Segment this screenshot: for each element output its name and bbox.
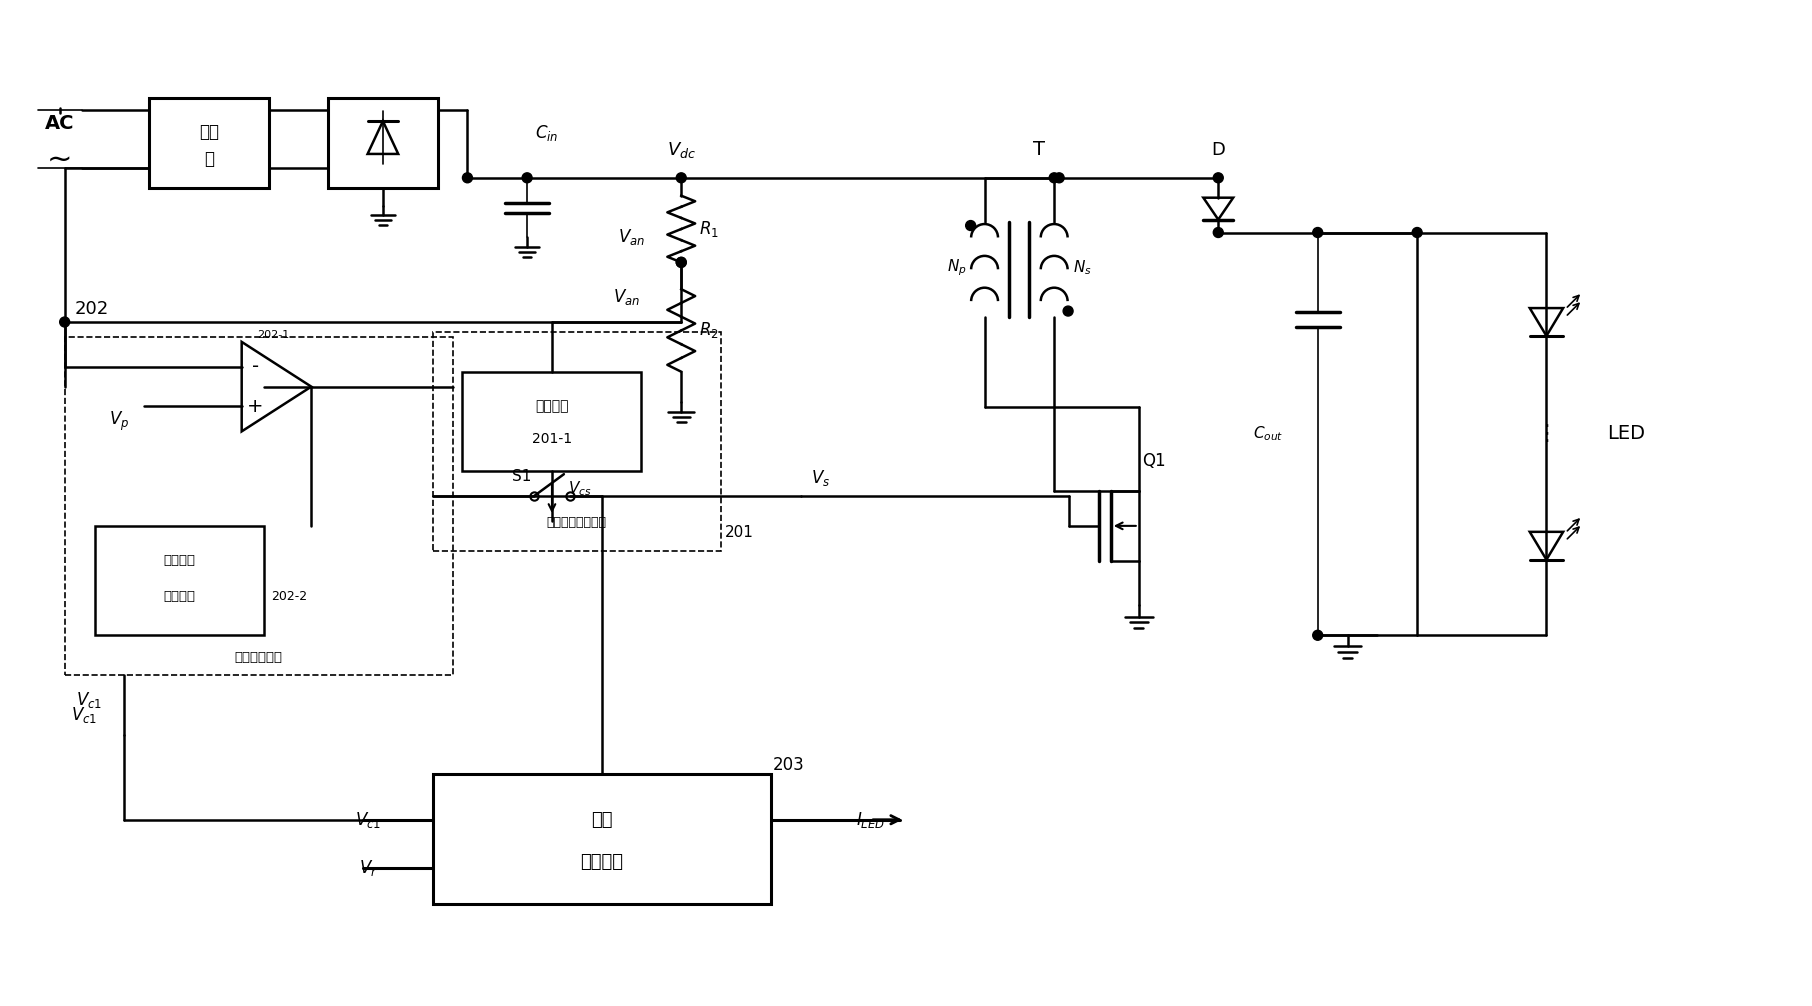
Text: $N_p$: $N_p$ — [948, 257, 966, 278]
Text: $V_{an}$: $V_{an}$ — [618, 227, 645, 247]
Text: $V_s$: $V_s$ — [812, 468, 830, 488]
Text: 控制电路: 控制电路 — [163, 591, 196, 604]
Text: 驱动电路: 驱动电路 — [580, 853, 623, 871]
Text: AC: AC — [45, 114, 74, 133]
Text: $V_{dc}$: $V_{dc}$ — [667, 140, 696, 160]
Text: 可控: 可控 — [199, 124, 219, 141]
Text: $V_{c1}$: $V_{c1}$ — [71, 705, 98, 725]
Text: 硅: 硅 — [205, 150, 214, 168]
Text: $V_{c1}$: $V_{c1}$ — [76, 690, 103, 710]
Text: 基准电压控流电路: 基准电压控流电路 — [547, 516, 607, 529]
Text: 202-1: 202-1 — [257, 330, 290, 340]
Text: 201-1: 201-1 — [533, 433, 573, 447]
Text: 脉冲宽度: 脉冲宽度 — [163, 554, 196, 567]
Bar — [94, 526, 263, 635]
Circle shape — [676, 173, 687, 183]
Bar — [328, 99, 439, 188]
Bar — [462, 372, 641, 471]
Text: S1: S1 — [513, 469, 531, 484]
Text: $V_{c1}$: $V_{c1}$ — [355, 810, 381, 830]
Circle shape — [676, 258, 687, 268]
Circle shape — [462, 173, 473, 183]
Text: 控温: 控温 — [591, 811, 612, 829]
Circle shape — [1312, 227, 1323, 237]
Circle shape — [522, 173, 533, 183]
Text: 203: 203 — [772, 756, 805, 774]
Circle shape — [1055, 173, 1064, 183]
Text: $V_p$: $V_p$ — [109, 409, 129, 433]
Text: ~: ~ — [47, 146, 72, 174]
Text: LED: LED — [1607, 425, 1645, 444]
Text: $C_{out}$: $C_{out}$ — [1252, 425, 1283, 444]
Bar — [65, 337, 453, 675]
Circle shape — [60, 317, 69, 327]
Circle shape — [1312, 631, 1323, 640]
Text: 202: 202 — [74, 300, 109, 318]
Text: $N_s$: $N_s$ — [1073, 258, 1091, 277]
Text: -: - — [252, 357, 259, 376]
Text: $R_2$: $R_2$ — [699, 321, 719, 340]
Circle shape — [1214, 227, 1223, 237]
Text: +: + — [248, 396, 265, 415]
Bar — [433, 775, 770, 903]
Text: 202-2: 202-2 — [272, 591, 308, 604]
Text: $V_{cs}$: $V_{cs}$ — [567, 480, 593, 498]
Text: ⋮: ⋮ — [1535, 424, 1558, 444]
Circle shape — [1049, 173, 1060, 183]
Circle shape — [1064, 306, 1073, 316]
Circle shape — [1214, 173, 1223, 183]
Circle shape — [1412, 227, 1422, 237]
Text: Q1: Q1 — [1142, 453, 1165, 470]
Bar — [149, 99, 268, 188]
Text: 201: 201 — [725, 525, 754, 540]
Text: D: D — [1212, 141, 1225, 159]
Text: $V_{an}$: $V_{an}$ — [612, 287, 640, 307]
Text: $C_{in}$: $C_{in}$ — [535, 123, 558, 143]
Circle shape — [966, 220, 975, 230]
Bar — [433, 332, 721, 550]
Circle shape — [676, 258, 687, 268]
Text: $V_r$: $V_r$ — [359, 857, 377, 877]
Text: $R_1$: $R_1$ — [699, 219, 719, 239]
Text: T: T — [1033, 141, 1046, 160]
Text: 第二控制电路: 第二控制电路 — [234, 651, 283, 664]
Text: 控制电路: 控制电路 — [535, 399, 569, 413]
Text: $I_{LED}$: $I_{LED}$ — [855, 810, 884, 830]
